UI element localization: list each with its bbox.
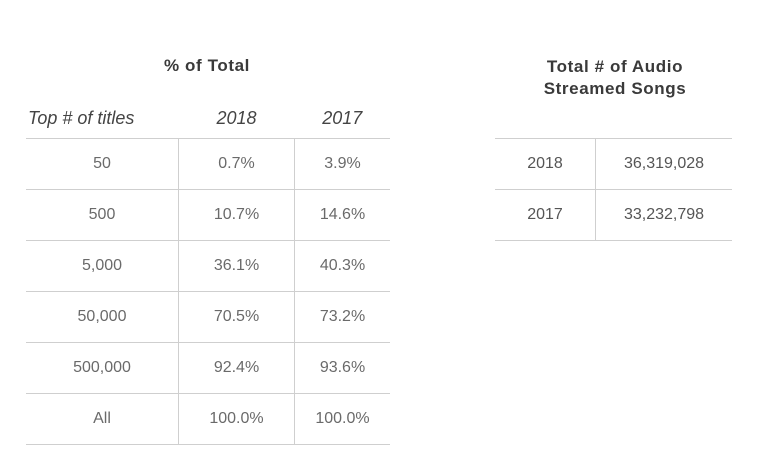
pct-2017-cell: 93.6% (294, 342, 390, 394)
streamed-songs-table: 2018 36,319,028 2017 33,232,798 (495, 138, 732, 241)
pct-2017-cell: 100.0% (294, 393, 390, 445)
table-row: 50,000 70.5% 73.2% (26, 291, 390, 343)
column-header-2018: 2018 (216, 107, 257, 128)
table-row: All 100.0% 100.0% (26, 393, 390, 445)
pct-2018-cell: 70.5% (178, 291, 295, 343)
table-row: 2017 33,232,798 (495, 189, 732, 241)
table-row: 50 0.7% 3.9% (26, 138, 390, 190)
year-cell: 2017 (495, 189, 596, 241)
table-row: 2018 36,319,028 (495, 138, 732, 190)
table-header-row: Top # of titles 2018 2017 (26, 98, 390, 139)
streamed-songs-title-line2: Streamed Songs (543, 79, 687, 98)
top-titles-cell: 5,000 (26, 240, 179, 292)
top-titles-cell: 500 (26, 189, 179, 241)
pct-2017-cell: 14.6% (294, 189, 390, 241)
percent-of-total-title: % of Total (164, 56, 250, 75)
pct-2017-cell: 40.3% (294, 240, 390, 292)
percent-of-total-table: Top # of titles 2018 2017 50 0.7% 3.9% 5… (26, 98, 390, 445)
pct-2018-cell: 0.7% (178, 138, 295, 190)
top-titles-cell: 500,000 (26, 342, 179, 394)
table-row: 500 10.7% 14.6% (26, 189, 390, 241)
top-titles-cell: 50 (26, 138, 179, 190)
top-titles-cell: All (26, 393, 179, 445)
pct-2017-cell: 3.9% (294, 138, 390, 190)
streamed-songs-title: Total # of Audio Streamed Songs (500, 56, 730, 100)
pct-2018-cell: 36.1% (178, 240, 295, 292)
song-count-cell: 33,232,798 (595, 189, 732, 241)
column-header-top-titles: Top # of titles (28, 107, 135, 128)
pct-2018-cell: 100.0% (178, 393, 295, 445)
table-row: 5,000 36.1% 40.3% (26, 240, 390, 292)
column-header-2017: 2017 (322, 107, 363, 128)
pct-2018-cell: 92.4% (178, 342, 295, 394)
table-row: 500,000 92.4% 93.6% (26, 342, 390, 394)
pct-2018-cell: 10.7% (178, 189, 295, 241)
top-titles-cell: 50,000 (26, 291, 179, 343)
song-count-cell: 36,319,028 (595, 138, 732, 190)
pct-2017-cell: 73.2% (294, 291, 390, 343)
streamed-songs-title-line1: Total # of Audio (546, 57, 684, 76)
year-cell: 2018 (495, 138, 596, 190)
